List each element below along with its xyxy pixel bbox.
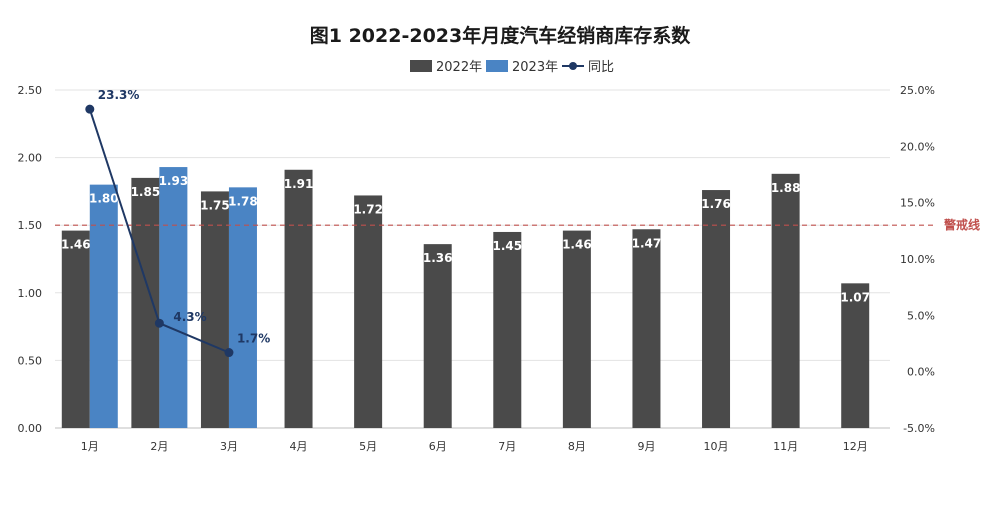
bar-2022年-5月 — [354, 195, 383, 428]
bar-value-label: 1.36 — [423, 251, 453, 265]
bar-value-label: 1.80 — [89, 192, 119, 206]
bar-2023年-3月 — [228, 187, 257, 428]
bar-value-label: 1.07 — [840, 290, 870, 304]
bar-2022年-7月 — [493, 231, 522, 428]
right-axis-tick-label: 20.0% — [900, 140, 935, 153]
reference-line-group: 警戒线 — [55, 217, 980, 232]
bar-2022年-1月 — [61, 230, 90, 428]
category-label: 6月 — [429, 440, 447, 453]
bars: 1.46 1.80 1.851.93 1.751.78 1.91 1.72 1.36 1.45… — [61, 167, 870, 428]
reference-line-label: 警戒线 — [943, 217, 980, 232]
yoy-value-label: 4.3% — [173, 310, 206, 324]
right-axis: -5.0% 0.0% 5.0% 10.0% 15.0% 20.0% 25.0% — [900, 84, 935, 435]
left-axis-tick-label: 1.00 — [18, 287, 43, 300]
bar-value-label: 1.46 — [61, 238, 91, 252]
left-axis-tick-label: 0.00 — [18, 422, 43, 435]
bar-2022年-3月 — [200, 191, 229, 428]
legend-label: 2023年 — [512, 60, 558, 75]
bar-2022年-4月 — [284, 169, 313, 428]
bar-value-label: 1.91 — [284, 177, 314, 191]
right-axis-tick-label: 15.0% — [900, 197, 935, 210]
legend-label: 2022年 — [436, 60, 482, 75]
bar-value-label: 1.47 — [632, 236, 662, 250]
bar-value-label: 1.93 — [159, 174, 189, 188]
bar-value-label: 1.88 — [771, 181, 801, 195]
legend-swatch — [410, 60, 432, 72]
bar-2022年-9月 — [632, 229, 661, 428]
left-axis-tick-label: 2.50 — [18, 84, 43, 97]
category-label: 8月 — [568, 440, 586, 453]
bar-2022年-12月 — [841, 283, 870, 428]
bar-value-label: 1.46 — [562, 238, 592, 252]
yoy-point — [154, 318, 164, 328]
bar-2022年-11月 — [771, 173, 800, 428]
category-label: 7月 — [498, 440, 516, 453]
bar-2022年-8月 — [562, 230, 591, 428]
bar-value-label: 1.76 — [701, 197, 731, 211]
bar-2022年-6月 — [423, 244, 452, 428]
category-label: 1月 — [81, 440, 99, 453]
bar-2023年-1月 — [89, 184, 118, 428]
category-label: 2月 — [150, 440, 168, 453]
left-axis-tick-label: 0.50 — [18, 354, 43, 367]
yoy-point — [224, 348, 234, 358]
bar-value-label: 1.85 — [131, 185, 161, 199]
yoy-value-label: 23.3% — [98, 88, 140, 102]
right-axis-tick-label: 10.0% — [900, 253, 935, 266]
left-axis-tick-label: 2.00 — [18, 152, 43, 165]
bar-value-label: 1.45 — [492, 239, 522, 253]
legend-marker — [569, 62, 577, 70]
yoy-line: 23.3% 4.3% 1.7% — [85, 88, 270, 358]
right-axis-tick-label: 5.0% — [907, 309, 935, 322]
left-axis: 0.00 0.50 1.00 1.50 2.00 2.50 — [18, 84, 43, 435]
yoy-value-label: 1.7% — [237, 332, 270, 346]
right-axis-tick-label: 0.0% — [907, 366, 935, 379]
bar-2022年-10月 — [702, 190, 731, 428]
category-label: 5月 — [359, 440, 377, 453]
yoy-point — [85, 104, 95, 114]
bar-value-label: 1.78 — [228, 194, 258, 208]
legend-label: 同比 — [588, 60, 614, 75]
bar-value-label: 1.72 — [353, 202, 383, 216]
bar-2022年-2月 — [131, 177, 160, 428]
category-label: 9月 — [637, 440, 655, 453]
category-label: 11月 — [773, 440, 798, 453]
category-label: 3月 — [220, 440, 238, 453]
chart-title: 图1 2022-2023年月度汽车经销商库存系数 — [310, 24, 691, 47]
left-axis-tick-label: 1.50 — [18, 219, 43, 232]
category-label: 12月 — [843, 440, 868, 453]
bar-2023年-2月 — [159, 167, 188, 428]
right-axis-tick-label: -5.0% — [903, 422, 935, 435]
legend-swatch — [486, 60, 508, 72]
category-label: 4月 — [290, 440, 308, 453]
category-axis: 1月 2月 3月 4月 5月 6月 7月 8月 9月 10月 11月 12月 — [81, 440, 868, 453]
category-label: 10月 — [704, 440, 729, 453]
bar-value-label: 1.75 — [200, 198, 230, 212]
legend: 2022年 2023年 同比 — [410, 60, 614, 75]
right-axis-tick-label: 25.0% — [900, 84, 935, 97]
